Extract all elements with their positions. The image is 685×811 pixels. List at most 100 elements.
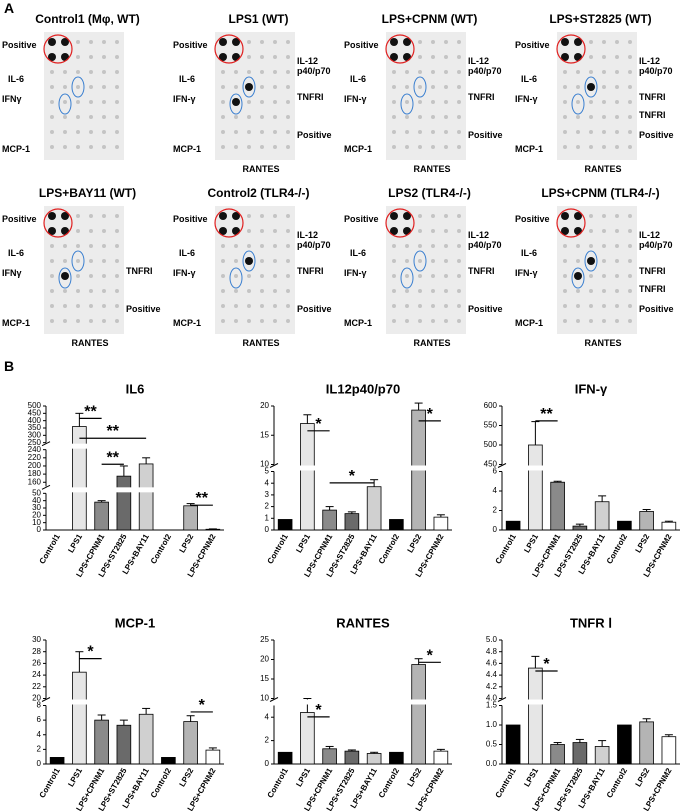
blot-spot	[602, 289, 606, 293]
y-tick-label: 10	[260, 694, 269, 703]
x-tick-label: Control1	[38, 766, 63, 799]
break-gap	[275, 465, 453, 471]
blot-spot	[61, 38, 69, 46]
blot-spot	[392, 115, 396, 119]
x-tick-label: LPS1	[522, 766, 540, 788]
significance-mark: **	[107, 449, 120, 466]
blot-label: TNFRI	[639, 284, 666, 294]
blot-spot	[286, 130, 290, 134]
blot-spot	[602, 55, 606, 59]
blot-spot	[563, 259, 567, 263]
significance-mark: *	[315, 416, 322, 433]
blot-spot	[234, 145, 238, 149]
blot-spot	[628, 55, 632, 59]
blot-spot	[392, 259, 396, 263]
blot-spot	[221, 259, 225, 263]
blot-spot	[115, 244, 119, 248]
blot-spot	[115, 115, 119, 119]
blot-spot	[615, 304, 619, 308]
blot-spot	[444, 214, 448, 218]
blot-spot	[405, 259, 409, 263]
blot-label: IL-6	[8, 248, 25, 258]
blot-spot	[221, 304, 225, 308]
blot-spot	[102, 259, 106, 263]
blot-label: TNFRI	[297, 266, 324, 276]
blot-spot	[115, 145, 119, 149]
blot-spot	[89, 130, 93, 134]
blot-spot	[403, 212, 411, 220]
x-tick-label: Control2	[377, 532, 402, 565]
blot-spot	[234, 130, 238, 134]
blot-label: RANTES	[584, 338, 622, 348]
blot-spot	[260, 145, 264, 149]
blot-spot	[89, 289, 93, 293]
blot-spot	[563, 85, 567, 89]
blot-spot	[63, 145, 67, 149]
y-tick-label: 20	[32, 694, 41, 703]
blot-spot	[286, 304, 290, 308]
blot-spot	[431, 115, 435, 119]
bar	[300, 423, 315, 531]
blot-spot	[405, 70, 409, 74]
blot-spot	[615, 229, 619, 233]
y-tick-label: 20	[260, 401, 269, 410]
blot-spot	[221, 130, 225, 134]
blot-spot	[615, 259, 619, 263]
blot-spot	[444, 130, 448, 134]
blot-spot	[89, 70, 93, 74]
bar	[366, 486, 382, 531]
blot-membrane	[44, 32, 124, 160]
x-tick-label: LPS2	[634, 766, 652, 788]
blot-spot	[561, 227, 569, 235]
blot-spot	[589, 214, 593, 218]
blot-spot	[115, 100, 119, 104]
blot-spot	[286, 244, 290, 248]
blot-spot	[234, 274, 238, 278]
y-tick-label: 500	[484, 440, 498, 449]
blot-spot	[260, 85, 264, 89]
blot-spot	[221, 145, 225, 149]
blot-label: IL-12 p40/p70	[297, 230, 331, 250]
blot-spot	[76, 259, 80, 263]
blot-spot	[232, 38, 240, 46]
blot-spot	[286, 55, 290, 59]
y-tick-label: 200	[28, 461, 42, 470]
blot-label: IL-6	[8, 74, 25, 84]
blot-spot	[260, 289, 264, 293]
blot-membrane	[44, 206, 124, 334]
x-tick-label: LPS1	[522, 532, 540, 554]
blot-spot	[628, 214, 632, 218]
blot-spot	[444, 229, 448, 233]
bar	[617, 520, 632, 531]
blot-label: IL-6	[350, 74, 367, 84]
bar	[572, 525, 588, 531]
blot-spot	[115, 229, 119, 233]
blot-label: IL-12 p40/p70	[639, 56, 673, 76]
blot-spot	[76, 229, 80, 233]
blot-spot	[390, 53, 398, 61]
blot-label: IL-12 p40/p70	[639, 230, 673, 250]
x-tick-label: Control1	[494, 766, 519, 799]
y-tick-label: 350	[28, 423, 42, 432]
blot-spot	[615, 214, 619, 218]
blot-spot	[392, 319, 396, 323]
blot-spot	[234, 289, 238, 293]
blot-spot	[247, 130, 251, 134]
y-tick-label: 2	[265, 736, 270, 745]
blot-label: IFN-γ	[515, 94, 538, 104]
x-tick-label: LPS2	[406, 532, 424, 554]
y-tick-label: 10	[260, 460, 269, 469]
bar	[344, 750, 360, 765]
blot-label: Positive	[173, 214, 208, 224]
blot-spot	[50, 100, 54, 104]
blot-spot	[234, 115, 238, 119]
axis-break	[269, 463, 279, 468]
marker-ring	[229, 93, 243, 115]
y-tick-label: 1.0	[486, 720, 498, 729]
blot-spot	[457, 229, 461, 233]
blot-spot	[247, 319, 251, 323]
blot-spot	[576, 85, 580, 89]
bar	[550, 481, 565, 531]
y-tick-label: 2	[37, 744, 42, 753]
blot-label: RANTES	[242, 338, 280, 348]
